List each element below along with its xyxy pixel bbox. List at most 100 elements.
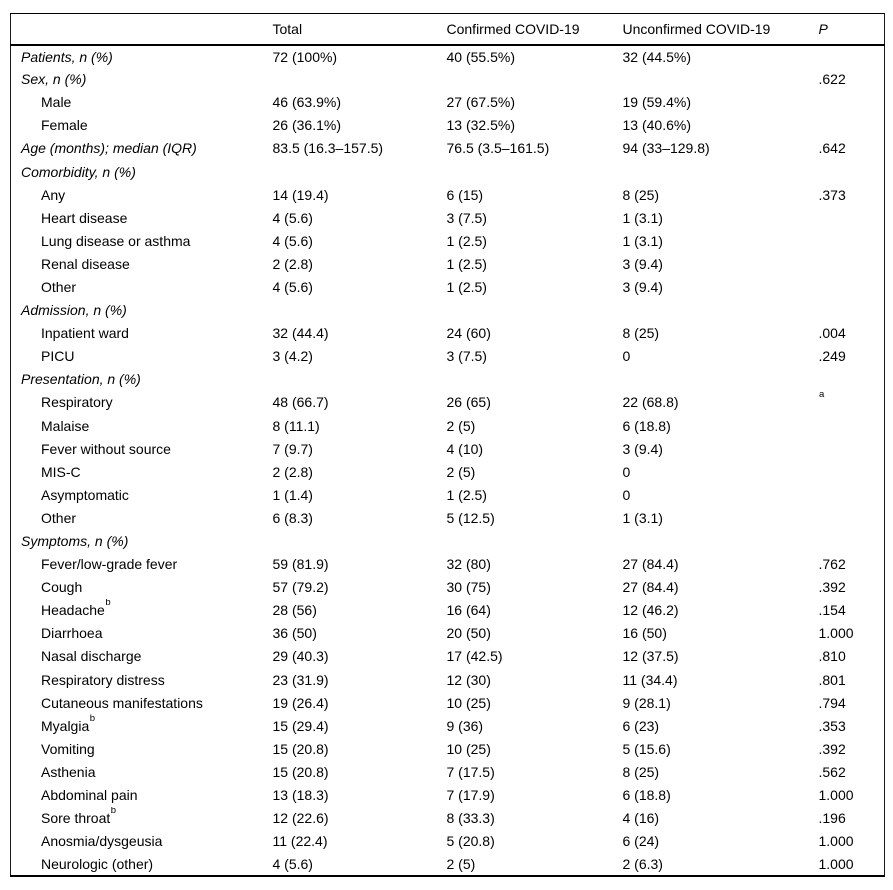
- cell-total: 3 (4.2): [272, 348, 313, 365]
- table-row: Heart disease 4 (5.6) 3 (7.5) 1 (3.1): [11, 206, 885, 229]
- cell-confirmed: [437, 160, 613, 183]
- row-label-text: Myalgia: [41, 717, 90, 734]
- cell-confirmed: 16 (64): [446, 602, 491, 619]
- footnote-marker: a: [819, 390, 825, 401]
- cell-total: 48 (66.7): [272, 394, 329, 411]
- cell-confirmed: 12 (30): [446, 671, 491, 688]
- cell-p: .762: [818, 556, 846, 573]
- cell-unconfirmed: [613, 299, 809, 322]
- row-label-text: Respiratory distress: [41, 671, 165, 688]
- cell-confirmed: 7 (17.9): [446, 787, 495, 804]
- row-label-text: Asthenia: [41, 763, 96, 780]
- row-label-text: Male: [41, 94, 72, 111]
- cell-confirmed: 76.5 (3.5–161.5): [446, 140, 550, 157]
- cell-unconfirmed: 6 (23): [622, 717, 660, 734]
- cell-total: 4 (5.6): [272, 209, 313, 226]
- row-label-text: Inpatient ward: [41, 325, 129, 342]
- row-label: Myalgiab: [11, 714, 263, 737]
- cell-p: [809, 437, 885, 460]
- cell-unconfirmed: 4 (16): [622, 810, 660, 827]
- cell-confirmed: 6 (15): [446, 186, 484, 203]
- cell-p: .801: [818, 671, 846, 688]
- header-row: Total Confirmed COVID-19 Unconfirmed COV…: [10, 13, 885, 46]
- cell-total: 57 (79.2): [272, 579, 329, 596]
- patient-characteristics-table: Total Confirmed COVID-19 Unconfirmed COV…: [10, 13, 885, 877]
- row-label: Other: [11, 275, 263, 298]
- cell-confirmed: 1 (2.5): [446, 255, 487, 272]
- cell-total: 19 (26.4): [272, 694, 329, 711]
- row-label: Cutaneous manifestations: [11, 691, 263, 714]
- row-label-text: Cutaneous manifestations: [41, 694, 203, 711]
- table-row: Any 14 (19.4) 6 (15) 8 (25) .373: [11, 183, 885, 206]
- cell-confirmed: 10 (25): [446, 694, 491, 711]
- cell-confirmed: 30 (75): [446, 579, 491, 596]
- cell-unconfirmed: 6 (18.8): [622, 417, 671, 434]
- row-label-text: Sex, n (%): [21, 71, 87, 88]
- cell-p: [809, 114, 885, 137]
- row-label: Female: [11, 114, 263, 137]
- row-label: Patients, n (%): [11, 45, 263, 68]
- row-label-text: Abdominal pain: [41, 787, 138, 804]
- row-label-text: Fever/low-grade fever: [41, 556, 178, 573]
- cell-unconfirmed: 8 (25): [622, 763, 660, 780]
- row-label-text: Anosmia/dysgeusia: [41, 833, 163, 850]
- cell-p: [809, 368, 885, 391]
- row-label-text: Lung disease or asthma: [41, 232, 191, 249]
- cell-total: 6 (8.3): [272, 509, 313, 526]
- cell-unconfirmed: 11 (34.4): [622, 671, 678, 688]
- cell-confirmed: 32 (80): [446, 556, 491, 573]
- cell-p: [809, 414, 885, 437]
- row-label: Neurologic (other): [11, 853, 263, 876]
- row-label: Malaise: [11, 414, 263, 437]
- footnote-marker: b: [110, 806, 117, 816]
- row-label: PICU: [11, 345, 263, 368]
- row-label: MIS-C: [11, 460, 263, 483]
- row-label-text: Asymptomatic: [41, 486, 129, 503]
- cell-confirmed: 24 (60): [446, 325, 491, 342]
- cell-total: [263, 368, 437, 391]
- cell-total: [263, 529, 437, 552]
- cell-confirmed: 1 (2.5): [446, 232, 487, 249]
- row-label-text: Sore throat: [41, 810, 111, 827]
- cell-total: 26 (36.1%): [272, 117, 341, 134]
- cell-unconfirmed: 8 (25): [622, 325, 660, 342]
- table-row: Sore throatb 12 (22.6) 8 (33.3) 4 (16) .196: [11, 807, 885, 830]
- row-label: Male: [11, 91, 263, 114]
- cell-unconfirmed: [613, 368, 809, 391]
- cell-total: 2 (2.8): [272, 255, 313, 272]
- row-label: Symptoms, n (%): [11, 529, 263, 552]
- cell-p: .642: [818, 140, 846, 157]
- table-row: Comorbidity, n (%): [11, 160, 885, 183]
- cell-p: 1.000: [818, 833, 854, 850]
- table-row: Malaise 8 (11.1) 2 (5) 6 (18.8): [11, 414, 885, 437]
- cell-total: 72 (100%): [272, 48, 338, 65]
- cell-total: 46 (63.9%): [272, 94, 341, 111]
- cell-total: 12 (22.6): [272, 810, 329, 827]
- cell-unconfirmed: 1 (3.1): [622, 232, 663, 249]
- column-header-total: Total: [262, 13, 437, 46]
- cell-p: .196: [818, 810, 846, 827]
- cell-total: 4 (5.6): [272, 278, 313, 295]
- row-label-text: Malaise: [41, 417, 90, 434]
- cell-unconfirmed: 27 (84.4): [622, 556, 679, 573]
- cell-p: .392: [818, 740, 846, 757]
- cell-total: 32 (44.4): [272, 325, 329, 342]
- row-label-text: Renal disease: [41, 255, 130, 272]
- cell-p: .004: [818, 325, 846, 342]
- cell-unconfirmed: [613, 160, 809, 183]
- row-label-text: Neurologic (other): [41, 855, 154, 872]
- cell-unconfirmed: 2 (6.3): [622, 855, 663, 872]
- table-row: PICU 3 (4.2) 3 (7.5) 0 .249: [11, 345, 885, 368]
- cell-unconfirmed: 9 (28.1): [622, 694, 671, 711]
- cell-total: 15 (20.8): [272, 763, 329, 780]
- row-label: Headacheb: [11, 599, 263, 622]
- cell-unconfirmed: [613, 529, 809, 552]
- cell-total: 11 (22.4): [272, 833, 328, 850]
- table-row: Diarrhoea 36 (50) 20 (50) 16 (50) 1.000: [11, 622, 885, 645]
- cell-confirmed: 2 (5): [446, 417, 476, 434]
- cell-unconfirmed: 3 (9.4): [622, 440, 663, 457]
- cell-total: 2 (2.8): [272, 463, 313, 480]
- table-row: Respiratory 48 (66.7) 26 (65) 22 (68.8) a: [11, 391, 885, 414]
- cell-total: 28 (56): [272, 602, 317, 619]
- cell-confirmed: 26 (65): [446, 394, 491, 411]
